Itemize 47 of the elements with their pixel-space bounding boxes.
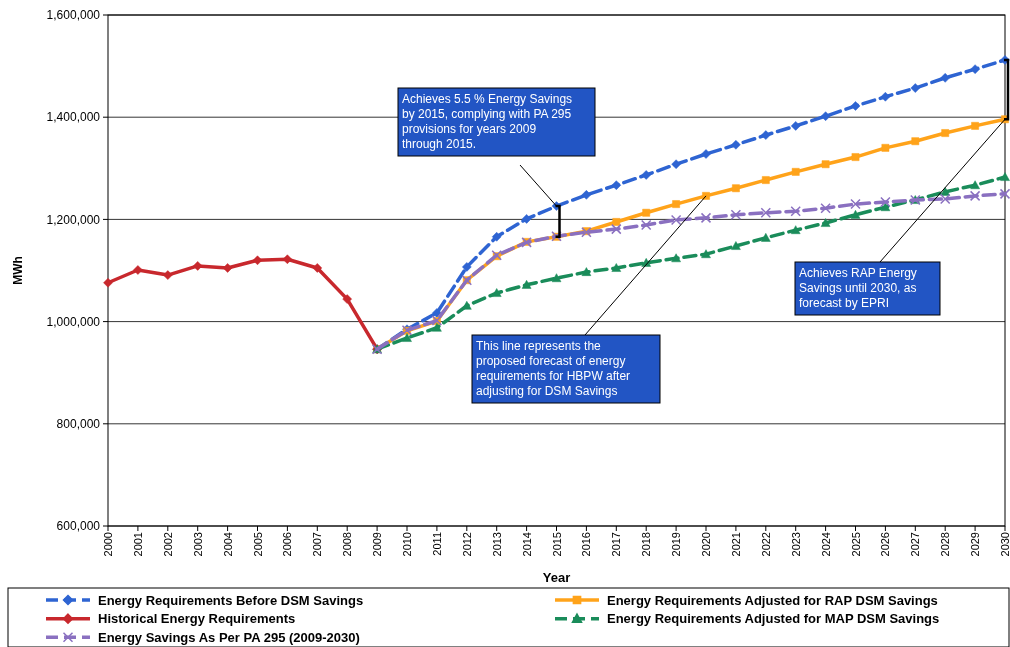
annotation: Achieves 5.5 % Energy Savings by 2015, complying with PA 295 provisions for years 2009 through 2015. xyxy=(402,92,573,151)
x-tick-label: 2026 xyxy=(879,532,892,557)
annotation: Achieves RAP Energy Savings until 2030, as forecast by EPRI xyxy=(799,266,917,310)
x-tick-label: 2023 xyxy=(789,532,802,557)
x-tick-label: 2014 xyxy=(520,532,533,557)
x-tick-label: 2017 xyxy=(610,532,623,557)
annotation: This line represents the proposed forecast of energy requirements for HBPW after adjusting for DSM Savings xyxy=(476,339,631,398)
y-tick-label: 800,000 xyxy=(56,417,101,431)
legend-label: Energy Requirements Adjusted for MAP DSM Savings xyxy=(607,611,940,627)
x-tick-label: 2024 xyxy=(819,532,832,557)
x-tick-label: 2015 xyxy=(550,532,563,557)
x-tick-label: 2025 xyxy=(849,532,862,557)
y-tick-label: 600,000 xyxy=(56,519,101,534)
x-tick-label: 2008 xyxy=(341,532,354,557)
x-tick-label: 2011 xyxy=(430,532,443,556)
x-tick-label: 2018 xyxy=(640,532,653,557)
x-tick-label: 2005 xyxy=(251,532,264,557)
x-tick-label: 2020 xyxy=(700,532,712,557)
legend-label: Historical Energy Requirements xyxy=(98,611,296,627)
x-tick-label: 2029 xyxy=(969,532,982,557)
x-tick-label: 2019 xyxy=(670,532,683,557)
x-tick-label: 2022 xyxy=(759,532,772,557)
x-tick-label: 2002 xyxy=(161,532,174,557)
x-tick-label: 2030 xyxy=(999,532,1010,557)
y-axis-title: MWh xyxy=(11,256,25,285)
y-tick-label: 1,200,000 xyxy=(46,212,101,227)
x-axis-title: Year xyxy=(542,570,571,585)
x-tick-label: 2004 xyxy=(221,532,234,557)
legend-label: Energy Savings As Per PA 295 (2009-2030) xyxy=(98,629,360,645)
x-tick-label: 2007 xyxy=(311,532,324,557)
x-tick-label: 2006 xyxy=(281,532,294,557)
y-tick-label: 1,600,000 xyxy=(46,8,101,23)
x-tick-label: 2010 xyxy=(401,532,413,557)
x-tick-label: 2000 xyxy=(102,532,114,557)
y-tick-label: 1,400,000 xyxy=(46,110,101,125)
x-tick-label: 2021 xyxy=(729,532,742,557)
x-tick-label: 2003 xyxy=(191,532,204,557)
y-tick-label: 1,000,000 xyxy=(46,314,101,329)
x-tick-label: 2009 xyxy=(371,532,384,557)
legend-label: Energy Requirements Adjusted for RAP DSM Savings xyxy=(607,592,938,608)
legend-label: Energy Requirements Before DSM Savings xyxy=(98,592,364,608)
x-tick-label: 2012 xyxy=(460,532,473,557)
x-tick-label: 2013 xyxy=(490,532,503,557)
x-tick-label: 2027 xyxy=(909,532,922,557)
x-tick-label: 2028 xyxy=(939,532,952,557)
x-tick-label: 2001 xyxy=(131,532,144,557)
x-tick-label: 2016 xyxy=(580,532,593,557)
